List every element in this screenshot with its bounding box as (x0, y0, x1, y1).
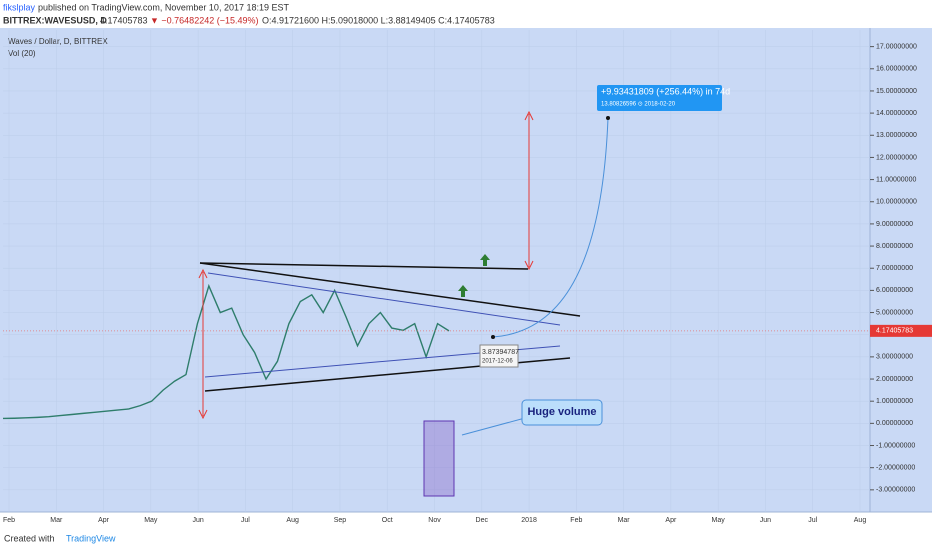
x-tick-label: Mar (50, 517, 63, 524)
y-tick-label: 17.00000000 (876, 43, 917, 50)
x-tick-label: Aug (286, 517, 299, 524)
point-price: 3.87394787 (482, 349, 519, 356)
y-tick-label: 15.00000000 (876, 88, 917, 95)
y-tick-label: 8.00000000 (876, 243, 913, 250)
point-label-box (479, 344, 519, 368)
last-price-box (870, 324, 932, 337)
green-arrow (458, 285, 468, 297)
arrow-head (524, 110, 534, 271)
x-tick-label: Apr (665, 517, 677, 524)
x-tick-label: Dec (476, 517, 489, 524)
y-tick-label: 2.00000000 (876, 376, 913, 383)
x-tick-label: 2018 (521, 517, 537, 524)
drawings (198, 85, 722, 497)
arrow-head (198, 268, 208, 420)
x-tick-label: Jun (760, 517, 771, 524)
y-tick-label: 10.00000000 (876, 199, 917, 206)
plot-bg (0, 28, 932, 512)
x-tick-label: Jun (192, 517, 203, 524)
last-price-label: 4.17405783 (876, 328, 913, 335)
x-tick-label: Feb (570, 517, 582, 524)
x-tick-label: Apr (98, 517, 110, 524)
change: ▼ −0.76482242 (−15.49%) (150, 15, 259, 25)
y-tick-label: -1.00000000 (876, 442, 915, 449)
y-tick-label: -2.00000000 (876, 465, 915, 472)
projection-curve (492, 117, 609, 338)
publisher[interactable]: fikslplay (3, 2, 36, 12)
x-tick-label: Feb (3, 517, 15, 524)
footer-brand[interactable]: TradingView (66, 533, 116, 543)
price-line (2, 283, 450, 420)
y-tick-label: 1.00000000 (876, 398, 913, 405)
y-tick-label: 11.00000000 (876, 176, 916, 183)
symbol: BITTREX:WAVESUSD, D (3, 15, 107, 25)
y-tick-label: 14.00000000 (876, 110, 917, 117)
y-tick-label: 9.00000000 (876, 221, 913, 228)
x-tick-label: Nov (428, 517, 441, 524)
x-tick-label: May (144, 517, 158, 524)
ohlc: O:4.91721600 H:5.09018000 L:3.88149405 C… (262, 15, 495, 25)
projection-text: +9.93431809 (+256.44%) in 74d (601, 86, 730, 96)
x-tick-label: May (712, 517, 726, 524)
y-tick-label: 6.00000000 (876, 287, 913, 294)
x-tick-label: Sep (334, 517, 347, 524)
x-tick-label: Jul (241, 517, 250, 524)
y-tick-label: 3.00000000 (876, 354, 913, 361)
point (491, 335, 495, 339)
projection-box (597, 85, 722, 111)
footer-created: Created with (4, 533, 55, 543)
y-tick-label: 7.00000000 (876, 265, 913, 272)
channel-line (207, 272, 561, 326)
point-date: 2017-12-06 (482, 359, 513, 365)
y-tick-label: 0.00000000 (876, 420, 913, 427)
x-tick-label: Oct (382, 517, 393, 524)
footer-bg (0, 530, 932, 550)
volume-highlight (423, 420, 455, 497)
callout-text: Huge volume (527, 406, 596, 418)
green-arrow (480, 254, 490, 266)
y-tick-label: 13.00000000 (876, 132, 917, 139)
subtitle: Vol (20) (8, 49, 36, 58)
callout-pointer (461, 417, 526, 436)
x-tick-label: Aug (854, 517, 867, 524)
projection-target: 13.80826596 ⊙ 2018-02-20 (601, 102, 676, 108)
point (606, 116, 610, 120)
x-tick-label: Jul (808, 517, 817, 524)
trendline (199, 262, 529, 270)
y-tick-label: 5.00000000 (876, 309, 913, 316)
published: published on TradingView.com, November 1… (38, 2, 289, 12)
chart-title: Waves / Dollar, D, BITTREX (8, 37, 108, 46)
y-tick-label: -3.00000000 (876, 487, 915, 494)
last: 4.17405783 (100, 15, 148, 25)
x-tick-label: Mar (618, 517, 631, 524)
callout-box (521, 399, 603, 426)
y-tick-label: 12.00000000 (876, 154, 917, 161)
y-tick-label: 16.00000000 (876, 66, 917, 73)
trendline (199, 262, 581, 317)
